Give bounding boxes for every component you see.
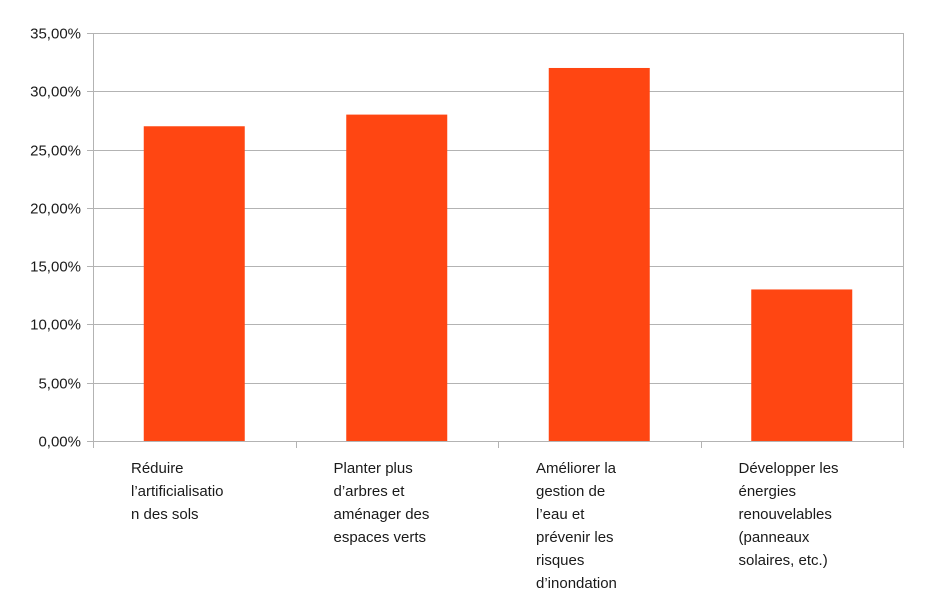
x-category-label-line: gestion de [536, 483, 605, 500]
x-category-label-line: aménager des [334, 506, 430, 523]
x-category-label-line: prévenir les [536, 529, 614, 546]
x-category-label: Réduire l’artificialisatio n des sols [131, 460, 224, 523]
y-tick-label: 5,00% [38, 376, 81, 393]
y-tick-label: 25,00% [30, 143, 81, 160]
bar [346, 114, 448, 441]
x-category-label-line: solaires, etc.) [739, 552, 828, 569]
x-category-label-line: d’arbres et [334, 483, 406, 500]
x-category-label-line: Améliorer la [536, 460, 617, 477]
x-category-label-line: (panneaux [739, 529, 810, 546]
axes [87, 33, 904, 448]
bar [548, 67, 650, 441]
x-category-label-line: l’eau et [536, 506, 585, 523]
x-category-label-line: renouvelables [739, 506, 832, 523]
y-tick-labels: 0,00% 5,00% 10,00% 15,00% 20,00% 25,00% 30,00%… [30, 26, 81, 451]
x-category-label-line: espaces verts [334, 529, 427, 546]
x-category-label-line: risques [536, 552, 584, 569]
bar [751, 289, 853, 441]
bars [143, 67, 853, 441]
x-category-label-line: d’inondation [536, 575, 617, 592]
x-category-label: Améliorer la gestion de l’eau et prévenir l… [536, 460, 617, 592]
x-category-label-line: énergies [739, 483, 797, 500]
y-tick-label: 0,00% [38, 434, 81, 451]
x-category-label-line: Réduire [131, 460, 184, 477]
x-category-label-line: l’artificialisatio [131, 483, 224, 500]
y-tick-label: 15,00% [30, 259, 81, 276]
y-tick-label: 35,00% [30, 26, 81, 43]
x-category-label-line: Planter plus [334, 460, 413, 477]
x-category-label-line: Développer les [739, 460, 839, 477]
y-tick-label: 30,00% [30, 84, 81, 101]
x-category-labels: Réduire l’artificialisatio n des sols Plant… [131, 460, 839, 592]
x-category-label-line: n des sols [131, 506, 199, 523]
bar [143, 126, 245, 441]
y-tick-label: 20,00% [30, 201, 81, 218]
x-category-label: Planter plus d’arbres et aménager des espac… [334, 460, 430, 546]
x-category-label: Développer les énergies renouvelables (pann… [739, 460, 839, 569]
y-tick-label: 10,00% [30, 317, 81, 334]
